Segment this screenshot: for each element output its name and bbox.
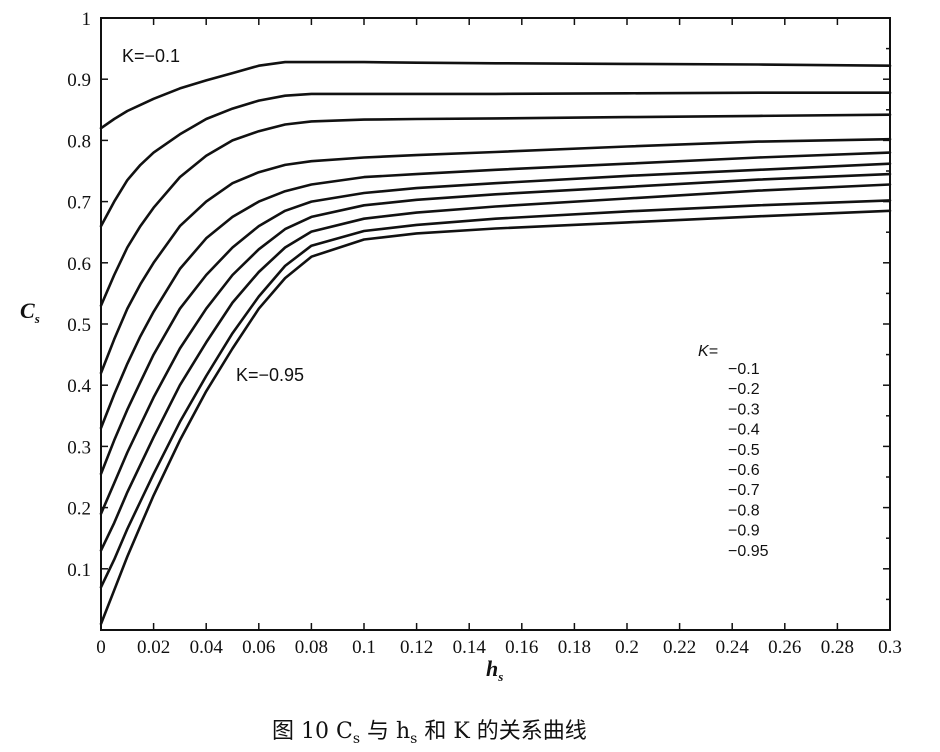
x-tick-label: 0.08: [295, 637, 328, 658]
legend-entry: −0.7: [728, 482, 760, 499]
legend-title: K=: [698, 343, 718, 360]
y-tick-label: 0.9: [67, 70, 91, 91]
legend-entry: −0.4: [728, 422, 760, 439]
x-tick-label: 0.24: [716, 637, 750, 658]
x-tick-label: 0.12: [400, 637, 433, 658]
y-tick-label: 0.7: [67, 193, 91, 214]
x-tick-label: 0.2: [615, 637, 639, 658]
x-tick-label: 0.16: [505, 637, 538, 658]
legend-entry: −0.1: [728, 361, 760, 378]
y-tick-label: 0.2: [67, 499, 91, 520]
series-line: [99, 137, 892, 375]
x-tick-label: 0: [96, 637, 106, 658]
y-tick-label: 0.3: [67, 437, 91, 458]
annotation-top: K=−0.1: [122, 46, 180, 66]
y-axis-title: Cs: [20, 298, 40, 326]
x-tick-label: 0.22: [663, 637, 696, 658]
curves: [99, 60, 892, 626]
x-tick-label: 0.3: [878, 637, 902, 658]
x-tick-label: 0.1: [352, 637, 376, 658]
series-line: [99, 172, 892, 515]
legend: K= −0.1 −0.2 −0.3 −0.4 −0.5 −0.6 −0.7 −0.8 −0.9 −…: [698, 343, 769, 560]
series-line: [99, 91, 892, 228]
x-tick-label: 0.02: [137, 637, 170, 658]
x-axis-title: hs: [486, 656, 503, 684]
y-tick-label: 0.6: [67, 254, 91, 275]
x-tick-label: 0.14: [453, 637, 487, 658]
y-tick-label: 0.5: [67, 315, 91, 336]
x-tick-label: 0.18: [558, 637, 591, 658]
series-line: [99, 113, 892, 307]
legend-entry: −0.6: [728, 462, 760, 479]
legend-entry: −0.5: [728, 442, 760, 459]
legend-entry: −0.3: [728, 401, 760, 418]
legend-entry: −0.9: [728, 523, 760, 540]
figure-caption: 图 10 Cs 与 hs 和 K 的关系曲线: [272, 719, 587, 747]
x-tick-label: 0.26: [768, 637, 801, 658]
x-tick-label: 0.06: [242, 637, 275, 658]
series-line: [99, 151, 892, 430]
series-line: [99, 162, 892, 476]
y-tick-label: 0.4: [67, 376, 91, 397]
x-tick-label: 0.28: [821, 637, 854, 658]
y-tick-label: 1: [82, 9, 92, 30]
tick-labels: 0 0.02 0.04 0.06 0.08 0.1 0.12 0.14 0.16 0.18 0.2 0…: [67, 9, 902, 658]
legend-entry: −0.95: [728, 543, 769, 560]
annotation-bottom: K=−0.95: [236, 365, 304, 385]
series-line: [99, 60, 892, 130]
series-line: [99, 183, 892, 552]
series-line: [99, 209, 892, 626]
y-tick-label: 0.8: [67, 131, 91, 152]
y-tick-label: 0.1: [67, 560, 91, 581]
legend-entry: −0.8: [728, 502, 760, 519]
series-line: [99, 199, 892, 589]
x-tick-label: 0.04: [190, 637, 224, 658]
legend-entry: −0.2: [728, 381, 760, 398]
